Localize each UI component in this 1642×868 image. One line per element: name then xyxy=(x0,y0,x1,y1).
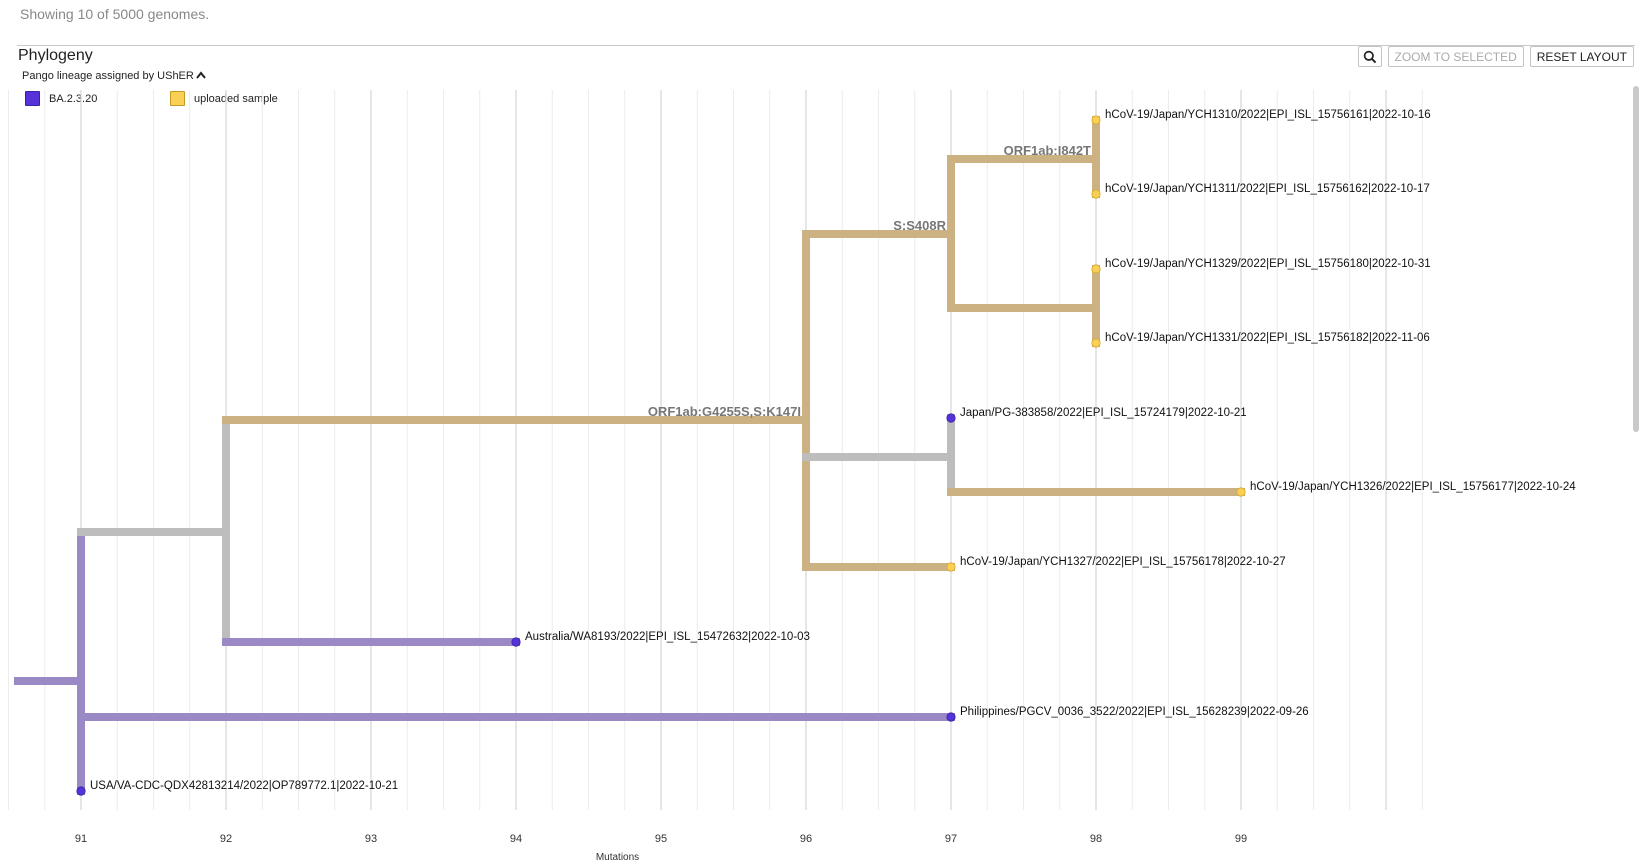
x-tick-label: 96 xyxy=(800,833,812,845)
mutation-label: ORF1ab:I842T xyxy=(1004,143,1091,158)
x-tick-label: 93 xyxy=(365,833,377,845)
tip-label[interactable]: hCoV-19/Japan/YCH1331/2022|EPI_ISL_15756… xyxy=(1105,332,1430,344)
legend-swatch xyxy=(170,91,185,106)
legend-item-label: BA.2.3.20 xyxy=(49,92,98,105)
x-axis-label: Mutations xyxy=(596,852,639,863)
tip-node[interactable] xyxy=(1236,487,1246,497)
tip-label[interactable]: hCoV-19/Japan/YCH1326/2022|EPI_ISL_15756… xyxy=(1250,481,1576,493)
chevron-up-icon xyxy=(196,70,206,82)
x-tick-label: 98 xyxy=(1090,833,1102,845)
panel-divider xyxy=(17,45,1635,46)
tip-label[interactable]: Japan/PG-383858/2022|EPI_ISL_15724179|20… xyxy=(960,407,1247,419)
tip-label[interactable]: Philippines/PGCV_0036_3522/2022|EPI_ISL_… xyxy=(960,706,1309,718)
legend-item-uploaded-sample[interactable]: uploaded sample xyxy=(170,91,278,106)
x-tick-label: 94 xyxy=(510,833,522,845)
tip-node[interactable] xyxy=(946,712,956,722)
x-tick-label: 91 xyxy=(75,833,87,845)
legend-item-ba-2-3-20[interactable]: BA.2.3.20 xyxy=(25,91,170,106)
tip-label[interactable]: hCoV-19/Japan/YCH1329/2022|EPI_ISL_15756… xyxy=(1105,258,1431,270)
legend-item-label: uploaded sample xyxy=(194,92,278,105)
tip-node[interactable] xyxy=(1091,115,1101,125)
tip-label[interactable]: hCoV-19/Japan/YCH1311/2022|EPI_ISL_15756… xyxy=(1105,183,1430,195)
magnifier-icon xyxy=(1363,50,1376,63)
tip-label[interactable]: hCoV-19/Japan/YCH1310/2022|EPI_ISL_15756… xyxy=(1105,109,1431,121)
tip-node[interactable] xyxy=(1091,264,1101,274)
panel-title: Phylogeny xyxy=(18,47,93,64)
tip-node[interactable] xyxy=(1091,189,1101,199)
zoom-to-selected-button[interactable]: ZOOM TO SELECTED xyxy=(1387,46,1524,67)
tree-toolbar: ZOOM TO SELECTED RESET LAYOUT xyxy=(1357,46,1634,67)
tip-label[interactable]: USA/VA-CDC-QDX42813214/2022|OP789772.1|2… xyxy=(90,780,398,792)
x-tick-label: 95 xyxy=(655,833,667,845)
search-button[interactable] xyxy=(1357,46,1382,67)
legend: BA.2.3.20 uploaded sample xyxy=(25,91,278,106)
mutation-label: ORF1ab:G4255S,S:K147I xyxy=(648,404,801,419)
reset-layout-button[interactable]: RESET LAYOUT xyxy=(1529,46,1634,67)
tip-node[interactable] xyxy=(946,562,956,572)
tip-node[interactable] xyxy=(76,786,86,796)
vertical-scrollbar[interactable] xyxy=(1633,86,1639,432)
tip-label[interactable]: Australia/WA8193/2022|EPI_ISL_15472632|2… xyxy=(525,631,810,643)
tip-node[interactable] xyxy=(511,637,521,647)
mutation-label: S:S408R xyxy=(893,218,946,233)
x-tick-label: 99 xyxy=(1235,833,1247,845)
x-tick-label: 97 xyxy=(945,833,957,845)
tip-node[interactable] xyxy=(946,413,956,423)
tip-label[interactable]: hCoV-19/Japan/YCH1327/2022|EPI_ISL_15756… xyxy=(960,556,1286,568)
legend-toggle[interactable]: Pango lineage assigned by UShER xyxy=(22,70,206,82)
x-tick-label: 92 xyxy=(220,833,232,845)
legend-title: Pango lineage assigned by UShER xyxy=(22,70,194,82)
genome-count-status: Showing 10 of 5000 genomes. xyxy=(20,6,210,22)
tip-node[interactable] xyxy=(1091,338,1101,348)
legend-swatch xyxy=(25,91,40,106)
